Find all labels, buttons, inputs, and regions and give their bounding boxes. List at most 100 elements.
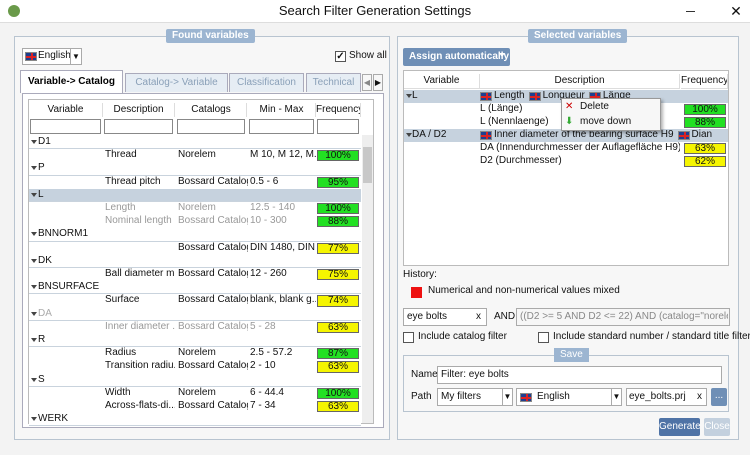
description-text: Longueur (542, 90, 585, 101)
checkbox[interactable]: ✓ (335, 51, 346, 62)
expander[interactable] (31, 377, 37, 382)
frequency-cell: 100% (317, 150, 359, 162)
group-name[interactable]: D1 (38, 136, 51, 147)
group-name[interactable]: BNNORM1 (38, 228, 89, 240)
name-input[interactable] (437, 366, 722, 384)
group-name[interactable]: L (412, 90, 418, 101)
file-input[interactable] (626, 388, 707, 406)
generate-button[interactable]: Generate (659, 418, 700, 436)
group-name[interactable]: L (38, 188, 44, 200)
language-dropdown[interactable] (22, 48, 82, 65)
flag-icon (528, 92, 541, 101)
column-filter-input[interactable] (104, 119, 173, 134)
catalog-cell: Bossard Catalog (178, 175, 248, 187)
menu-item[interactable]: move down (580, 116, 632, 127)
expander[interactable] (31, 140, 37, 144)
search-input[interactable] (403, 308, 487, 326)
expander[interactable] (406, 133, 412, 137)
expression-box (516, 308, 730, 326)
description-cell: Transition radiu... (105, 360, 175, 372)
assign-button[interactable]: Assign automatically (403, 48, 510, 66)
group-row (29, 228, 361, 242)
column-header[interactable]: Description (480, 74, 680, 89)
expander[interactable] (406, 94, 412, 98)
column-header[interactable]: Variable (29, 103, 103, 117)
checkbox-label: Include standard number / standard title… (553, 331, 750, 342)
dropdown-arrow (499, 53, 505, 57)
flag-icon (520, 393, 532, 402)
history-legend-swatch (411, 287, 422, 298)
close-button[interactable]: ✕ (730, 3, 742, 19)
range-cell: blank, blank g... (250, 294, 316, 306)
expander[interactable] (31, 285, 37, 290)
tab-scroll-right[interactable]: ▶ (373, 74, 383, 91)
group-name[interactable]: R (38, 334, 46, 345)
column-header[interactable]: Min - Max (248, 103, 316, 117)
group-row (29, 281, 361, 295)
group-row (29, 307, 361, 321)
tab[interactable]: Catalog-> Variable (125, 73, 228, 92)
tab[interactable]: Classification (229, 73, 304, 92)
expression-text: ((D2 >= 5 AND D2 <= 22) AND (catalog="no… (520, 311, 728, 322)
group-name[interactable]: S (38, 373, 45, 385)
group-name[interactable]: P (38, 162, 45, 174)
tab[interactable]: Variable-> Catalog (20, 70, 123, 93)
group-row (29, 162, 361, 176)
group-name[interactable]: DK (38, 254, 52, 266)
column-header[interactable]: Variable (404, 74, 480, 89)
field-label: Name (411, 369, 438, 380)
minimize-button[interactable] (686, 11, 695, 12)
column-header[interactable]: Frequency (681, 74, 728, 89)
frequency-cell: 74% (317, 295, 359, 307)
tab[interactable]: Technical (306, 73, 361, 92)
clear-button[interactable]: x (697, 391, 702, 402)
catalog-cell: Bossard Catalog (178, 360, 248, 372)
language-dropdown[interactable] (516, 388, 622, 406)
column-header[interactable]: Catalogs (176, 103, 247, 117)
operator-label: AND (494, 311, 516, 322)
expander[interactable] (31, 166, 37, 171)
expander[interactable] (31, 232, 37, 237)
history-label: History: (403, 269, 437, 280)
menu-item[interactable]: Delete (580, 101, 609, 112)
group-row (29, 373, 361, 387)
expander[interactable] (31, 192, 37, 197)
close-button[interactable]: Close (704, 418, 730, 436)
group-name[interactable]: DA (38, 307, 52, 319)
range-cell: 12.5 - 140 (250, 202, 296, 213)
column-filter-input[interactable] (177, 119, 245, 134)
expander[interactable] (31, 311, 37, 316)
checkbox[interactable] (538, 332, 549, 343)
description-text: Length (494, 90, 525, 101)
group-row (29, 254, 361, 268)
flag-icon (25, 52, 37, 61)
browse-button[interactable]: ... (711, 388, 727, 406)
dropdown-arrow: ▼ (502, 389, 512, 405)
tab-scroll-left[interactable]: ◀ (362, 74, 372, 91)
column-header[interactable]: Frequency (316, 103, 361, 117)
field-label: Path (411, 391, 432, 402)
clear-button[interactable]: x (476, 311, 481, 322)
description-cell: Width (105, 386, 131, 398)
column-header[interactable]: Description (103, 103, 175, 117)
catalog-cell: Norelem (178, 386, 216, 398)
column-filter-input[interactable] (317, 119, 359, 134)
column-filter-input[interactable] (249, 119, 314, 134)
expander[interactable] (31, 417, 37, 422)
catalog-cell: Bossard Catalog (178, 400, 248, 411)
column-filter-input[interactable] (30, 119, 101, 134)
group-name[interactable]: WERK (38, 413, 68, 425)
group-name[interactable]: BNSURFACE (38, 281, 100, 293)
frequency-cell: 63% (317, 361, 359, 373)
context-menu (561, 98, 661, 131)
expander[interactable] (31, 258, 37, 263)
checkbox[interactable] (403, 332, 414, 343)
expander[interactable] (31, 338, 37, 342)
menu-icon: ⬇ (565, 116, 574, 127)
frequency-cell: 100% (684, 104, 726, 115)
catalog-cell: Bossard Catalog (178, 215, 248, 227)
group-name[interactable]: DA / D2 (412, 129, 447, 140)
folder-dropdown[interactable] (437, 388, 513, 406)
panel-title: Selected variables (528, 29, 628, 43)
window-title: Search Filter Generation Settings (278, 4, 472, 18)
